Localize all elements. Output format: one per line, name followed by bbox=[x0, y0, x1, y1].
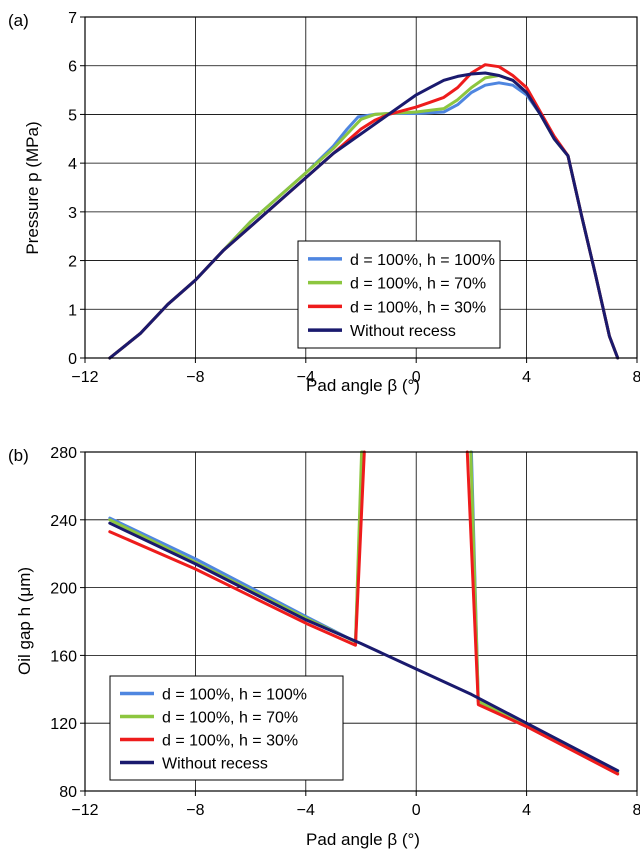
x-tick-label: −4 bbox=[297, 802, 315, 819]
panel-a-series bbox=[108, 63, 620, 360]
panel-a-x-axis-label: Pad angle β (°) bbox=[306, 376, 420, 395]
y-tick-label: 120 bbox=[50, 716, 77, 733]
y-tick-label: 2 bbox=[68, 254, 77, 271]
x-tick-label: −8 bbox=[186, 369, 204, 386]
y-tick-label: 7 bbox=[68, 10, 77, 27]
series-line-2 bbox=[108, 450, 620, 776]
x-tick-label: −8 bbox=[186, 802, 204, 819]
panel-b-x-axis-label: Pad angle β (°) bbox=[306, 830, 420, 849]
x-tick-label: 4 bbox=[522, 802, 531, 819]
x-tick-label: 0 bbox=[412, 369, 421, 386]
legend-label: d = 100%, h = 30% bbox=[350, 299, 486, 316]
panel-b-y-axis-label: Oil gap h (μm) bbox=[15, 567, 34, 675]
panel-a-legend: d = 100%, h = 100% d = 100%, h = 70% d = 1… bbox=[297, 240, 501, 349]
y-tick-label: 1 bbox=[68, 302, 77, 319]
panel-a-ticks: −12 −8 −4 0 4 8 0 1 2 3 4 5 6 7 bbox=[68, 10, 640, 386]
series-line-3 bbox=[108, 521, 620, 773]
x-tick-label: 4 bbox=[522, 369, 531, 386]
panel-b-chart: (b) Oil gap h (μm) Pad angle β (°) −12 −8… bbox=[8, 445, 640, 849]
y-tick-label: 240 bbox=[50, 513, 77, 530]
y-tick-label: 3 bbox=[68, 205, 77, 222]
panel-b-label: (b) bbox=[8, 446, 29, 465]
y-tick-label: 6 bbox=[68, 59, 77, 76]
legend-label: d = 100%, h = 30% bbox=[162, 733, 298, 750]
x-tick-label: −12 bbox=[71, 802, 98, 819]
legend-label: d = 100%, h = 100% bbox=[162, 687, 307, 704]
y-tick-label: 280 bbox=[50, 445, 77, 462]
y-tick-label: 200 bbox=[50, 581, 77, 598]
x-tick-label: −12 bbox=[71, 369, 98, 386]
y-tick-label: 0 bbox=[68, 351, 77, 368]
x-tick-label: −4 bbox=[297, 369, 315, 386]
panel-a-label: (a) bbox=[8, 11, 29, 30]
x-tick-label: 0 bbox=[412, 802, 421, 819]
x-tick-label: 8 bbox=[633, 802, 640, 819]
panel-a-chart: (a) Pressure p (MPa) Pad angle β (°) −12… bbox=[8, 10, 640, 395]
legend-label: d = 100%, h = 70% bbox=[350, 276, 486, 293]
panel-b-legend: d = 100%, h = 100% d = 100%, h = 70% d = 1… bbox=[109, 675, 344, 781]
y-tick-label: 4 bbox=[68, 156, 77, 173]
y-tick-label: 80 bbox=[59, 784, 77, 801]
panel-b-ticks: −12 −8 −4 0 4 8 80 120 160 200 240 280 bbox=[50, 445, 640, 819]
legend-label: d = 100%, h = 100% bbox=[350, 252, 495, 269]
y-tick-label: 160 bbox=[50, 648, 77, 665]
panel-a-y-axis-label: Pressure p (MPa) bbox=[23, 121, 42, 254]
panel-a-plot-frame bbox=[84, 16, 638, 359]
legend-label: d = 100%, h = 70% bbox=[162, 710, 298, 727]
panel-b-plot-frame bbox=[84, 451, 638, 792]
x-tick-label: 8 bbox=[633, 369, 640, 386]
series-line-3 bbox=[108, 71, 620, 360]
panel-b-series bbox=[108, 450, 620, 776]
y-tick-label: 5 bbox=[68, 107, 77, 124]
legend-label: Without recess bbox=[350, 323, 456, 340]
legend-label: Without recess bbox=[162, 756, 268, 773]
